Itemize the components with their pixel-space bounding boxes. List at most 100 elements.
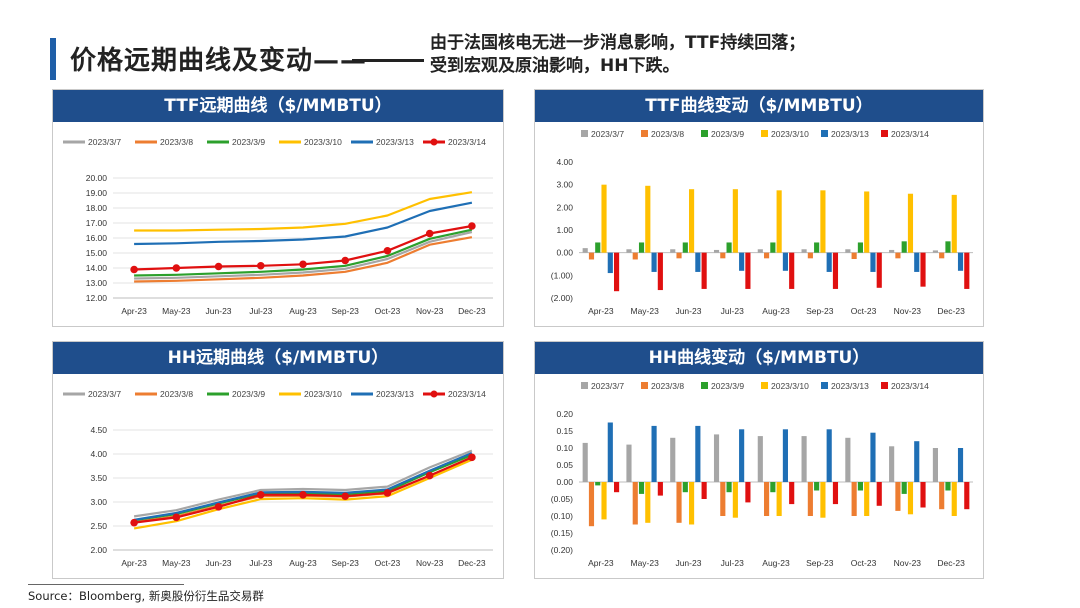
bar [732, 189, 738, 253]
legend-label: 2023/3/10 [771, 381, 809, 391]
bar [801, 249, 807, 253]
bar [689, 482, 695, 525]
y-tick-label: 15.00 [86, 248, 108, 258]
legend: 2023/3/7 2023/3/8 2023/3/9 2023/3/10 2023/3/… [581, 381, 929, 391]
bar [801, 436, 807, 482]
y-tick-label: 19.00 [86, 188, 108, 198]
data-point [172, 513, 181, 522]
x-tick-label: Sep-23 [332, 306, 360, 316]
series-2023-3-10 [601, 184, 957, 253]
legend-label: 2023/3/7 [88, 389, 121, 399]
series-2023-3-14 [130, 453, 476, 527]
y-tick-label: (1.00) [551, 270, 573, 280]
legend: 2023/3/7 2023/3/8 2023/3/9 2023/3/10 2023/3/… [63, 389, 486, 399]
y-tick-label: 2.00 [90, 545, 107, 555]
title-note-line-2: 受到宏观及原油影响，HH下跌。 [430, 56, 680, 76]
x-tick-label: Oct-23 [851, 558, 877, 568]
bar [757, 249, 763, 253]
bar [807, 482, 813, 516]
legend-label: 2023/3/10 [771, 129, 809, 139]
y-tick-label: 16.00 [86, 233, 108, 243]
bar [826, 429, 832, 482]
y-tick-label: (0.20) [551, 545, 573, 555]
bar [695, 252, 701, 272]
series-2023-3-13 [134, 201, 473, 246]
x-tick-label: Jun-23 [206, 306, 232, 316]
y-tick-label: (0.05) [551, 494, 573, 504]
bar [651, 252, 657, 272]
bar [957, 448, 964, 482]
legend: 2023/3/7 2023/3/8 2023/3/9 2023/3/10 2023/3/… [63, 137, 486, 147]
bar [739, 252, 745, 271]
series-2023-3-7 [582, 434, 938, 482]
bar [614, 482, 620, 493]
x-tick-label: Apr-23 [588, 558, 614, 568]
x-tick-label: Apr-23 [121, 306, 147, 316]
y-tick-label: 2.50 [90, 521, 107, 531]
bar [876, 252, 882, 288]
x-tick-label: Dec-23 [458, 558, 486, 568]
bar [914, 252, 920, 272]
bar [895, 252, 901, 259]
x-tick-label: Dec-23 [937, 558, 965, 568]
data-point [256, 261, 265, 270]
legend-swatch [701, 130, 708, 137]
title-note-line-1: 由于法国核电无进一步消息影响，TTF持续回落； [430, 33, 806, 53]
bar [726, 482, 732, 493]
bar [932, 448, 938, 482]
hh-change-title: HH曲线变动（$/MMBTU） [535, 342, 983, 374]
data-point [130, 265, 138, 274]
x-tick-label: May-23 [630, 306, 659, 316]
series-2023-3-14 [614, 252, 970, 292]
legend-marker [430, 138, 438, 146]
bar [895, 482, 901, 511]
x-tick-label: Sep-23 [806, 306, 834, 316]
series-line [133, 451, 473, 521]
bar [582, 248, 588, 253]
bar [814, 482, 820, 491]
bar [832, 482, 839, 505]
bar [951, 194, 957, 253]
bar [826, 252, 832, 272]
bar [764, 252, 770, 259]
bar [832, 252, 839, 289]
title-dash-rule [352, 59, 424, 62]
x-tick-label: Jun-23 [675, 306, 701, 316]
legend-label: 2023/3/8 [160, 137, 193, 147]
bar [851, 482, 857, 516]
series-2023-3-13 [133, 451, 473, 521]
bar [864, 482, 870, 516]
bar [601, 482, 607, 520]
ttf-curve-panel: TTF远期曲线（$/MMBTU） 2023/3/7 2023/3/8 2023/3/… [52, 89, 504, 327]
source-note: Source：Bloomberg, 新奥股份衍生品交易群 [28, 589, 264, 603]
y-tick-label: 3.00 [90, 497, 107, 507]
bar [870, 252, 876, 272]
bar [951, 482, 957, 516]
x-tick-label: Dec-23 [937, 306, 965, 316]
data-point [383, 246, 392, 255]
x-tick-label: Aug-23 [762, 306, 790, 316]
bar [745, 252, 751, 289]
series-2023-3-8 [588, 482, 945, 527]
bar [695, 425, 701, 482]
legend-swatch [701, 382, 708, 389]
bar [945, 482, 951, 491]
bar [820, 190, 826, 253]
series-2023-3-14 [130, 222, 476, 274]
data-point [425, 471, 434, 480]
bar [964, 252, 970, 289]
bar [632, 252, 638, 260]
series-2023-3-10 [134, 191, 473, 232]
bar [845, 437, 851, 482]
y-tick-label: 20.00 [86, 173, 108, 183]
bar [645, 185, 651, 253]
y-tick-label: (2.00) [551, 293, 573, 303]
data-point [214, 503, 223, 511]
bar [626, 444, 632, 482]
bar [870, 432, 876, 482]
x-tick-label: Oct-23 [375, 558, 401, 568]
y-tick-label: 4.50 [90, 425, 107, 435]
legend-label: 2023/3/14 [448, 137, 486, 147]
bar [757, 436, 763, 482]
x-tick-label: Jun-23 [206, 558, 232, 568]
